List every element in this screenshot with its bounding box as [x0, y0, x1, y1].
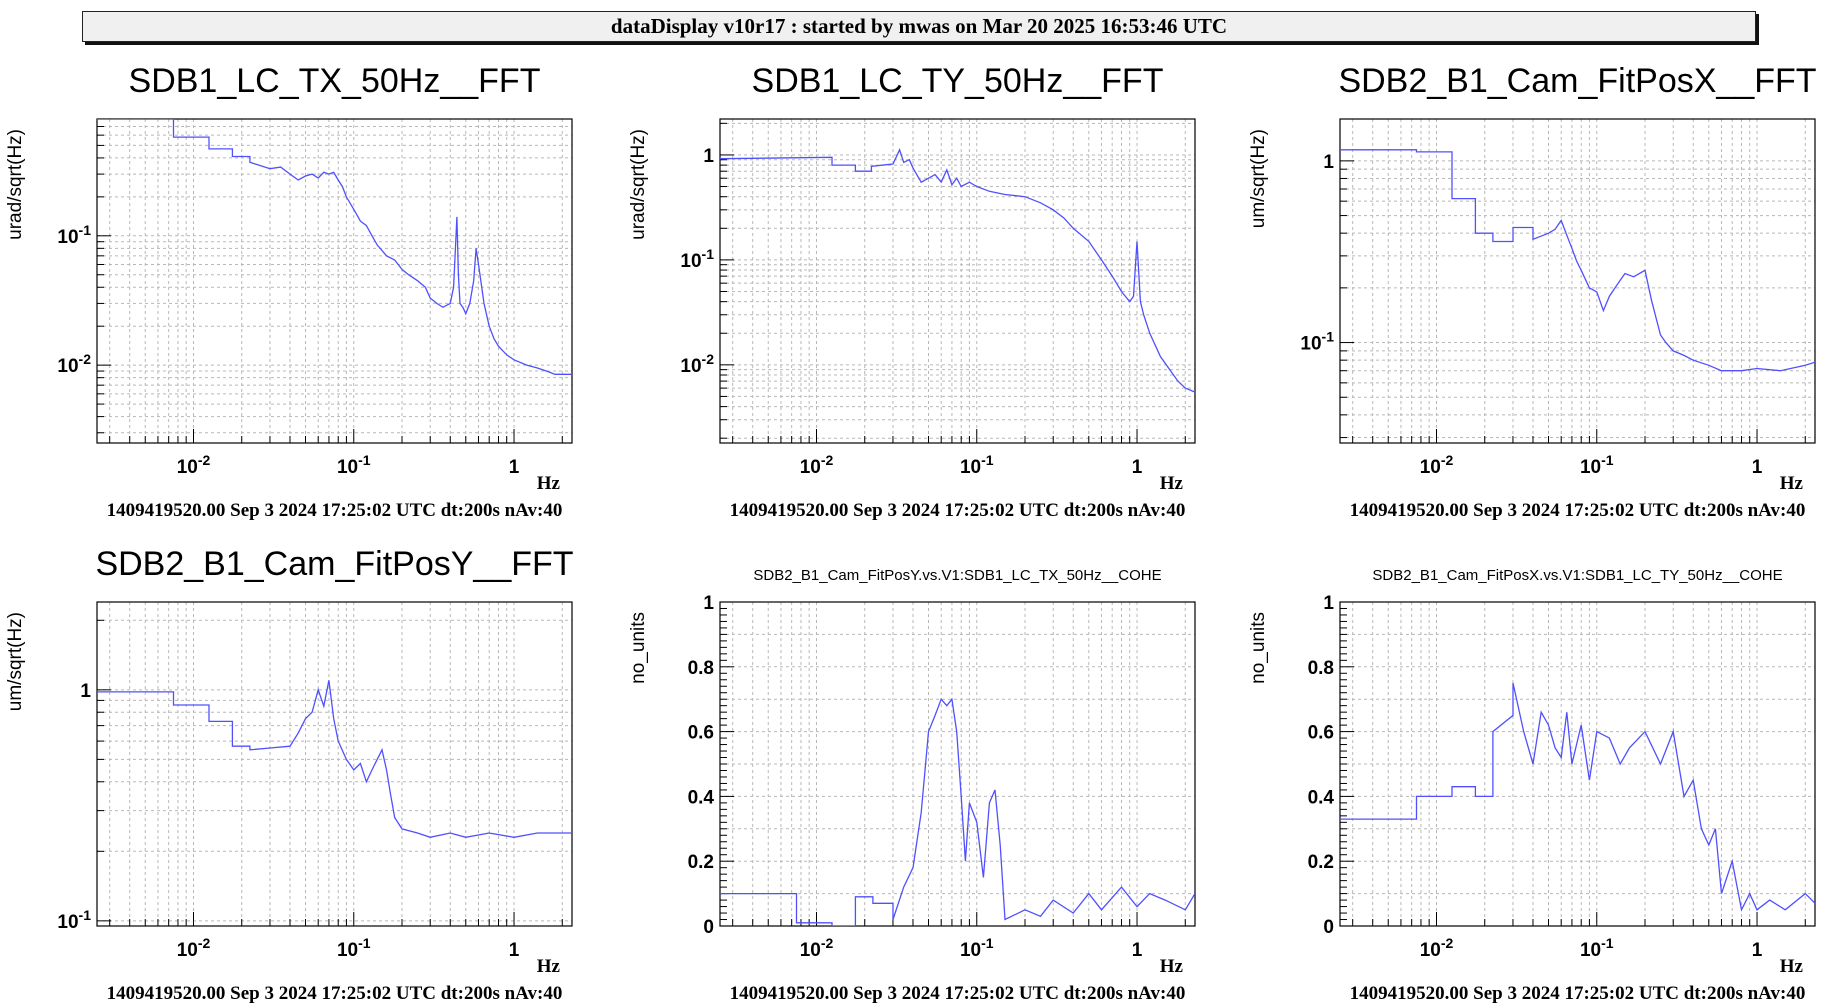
tick-marks: [1340, 601, 1806, 927]
tick-marks: [1340, 160, 1806, 443]
y-tick-label: 10-2: [680, 351, 714, 377]
chart-footer: 1409419520.00 Sep 3 2024 17:25:02 UTC dt…: [107, 983, 563, 1004]
series-line-1: [97, 680, 572, 838]
series-line-1: [1340, 149, 1815, 372]
x-tick-label: 10-1: [960, 452, 994, 478]
y-tick-label: 0: [1323, 917, 1334, 938]
y-tick-label: 0.4: [1308, 787, 1335, 808]
x-tick-label: 10-1: [960, 935, 994, 961]
chart-panel-5: 10-2 10-1 1 0 0.2 0.4 0.6 0.8 1 Hz no_units SDB2_B1…: [628, 567, 1196, 1004]
grid: [720, 602, 1195, 926]
chart-footer: 1409419520.00 Sep 3 2024 17:25:02 UTC dt…: [107, 500, 563, 521]
chart-panel-1: 10-2 10-1 1 10-1 10-2 Hz urad/sqrt(Hz) SDB1_LC_…: [5, 62, 573, 521]
y-tick-label: 0: [703, 917, 714, 938]
grid: [1340, 119, 1815, 443]
y-axis-label: no_units: [628, 612, 649, 684]
x-tick-label: 1: [509, 457, 520, 478]
y-tick-label: 1: [1323, 152, 1334, 173]
y-axis-label: urad/sqrt(Hz): [628, 129, 649, 240]
x-tick-label: 1: [1132, 940, 1143, 961]
y-tick-label: 10-1: [57, 222, 91, 248]
y-tick-label: 0.8: [1308, 658, 1334, 679]
x-tick-label: 1: [1132, 457, 1143, 478]
series-line-1: [720, 148, 1195, 393]
plot-frame: [96, 601, 573, 927]
y-axis-label: urad/sqrt(Hz): [5, 129, 26, 240]
chart-panel-3: 10-2 10-1 1 1 10-1 Hz um/sqrt(Hz) SDB2_B1_Cam_F…: [1248, 62, 1817, 521]
y-axis-label: um/sqrt(Hz): [1248, 129, 1269, 228]
x-tick-label: 10-1: [1580, 452, 1614, 478]
y-tick-label: 10-2: [57, 351, 91, 377]
y-tick-label: 0.6: [1308, 723, 1334, 744]
x-tick-label: 1: [509, 940, 520, 961]
y-tick-label: 0.2: [688, 852, 714, 873]
grid: [1340, 602, 1815, 926]
x-axis-unit: Hz: [1160, 956, 1184, 977]
window-title-bar: dataDisplay v10r17 : started by mwas on …: [82, 11, 1756, 42]
series-line-1: [1340, 682, 1815, 912]
x-tick-label: 10-2: [177, 452, 211, 478]
chart-footer: 1409419520.00 Sep 3 2024 17:25:02 UTC dt…: [730, 500, 1186, 521]
window-title: dataDisplay v10r17 : started by mwas on …: [610, 14, 1228, 38]
plot-frame: [96, 118, 573, 444]
y-tick-label: 1: [80, 681, 91, 702]
x-tick-label: 10-1: [337, 935, 371, 961]
y-axis-label: um/sqrt(Hz): [5, 612, 26, 711]
x-axis-unit: Hz: [537, 473, 561, 494]
y-tick-label: 10-1: [680, 246, 714, 272]
grid: [720, 119, 1195, 443]
tick-marks: [97, 126, 563, 443]
x-tick-label: 1: [1752, 457, 1763, 478]
series-line-1: [97, 119, 572, 375]
chart-footer: 1409419520.00 Sep 3 2024 17:25:02 UTC dt…: [730, 983, 1186, 1004]
y-tick-label: 10-1: [57, 907, 91, 933]
plot-frame: [1339, 118, 1816, 444]
y-tick-label: 0.4: [688, 787, 715, 808]
y-tick-label: 0.8: [688, 658, 714, 679]
y-tick-label: 1: [703, 146, 714, 167]
x-tick-label: 1: [1752, 940, 1763, 961]
x-axis-unit: Hz: [537, 956, 561, 977]
tick-marks: [97, 619, 563, 926]
y-axis-label: no_units: [1248, 612, 1269, 684]
x-axis-unit: Hz: [1780, 956, 1804, 977]
y-tick-label: 10-1: [1300, 329, 1334, 355]
series-line-1: [720, 697, 1195, 926]
x-tick-label: 10-2: [800, 452, 834, 478]
chart-footer: 1409419520.00 Sep 3 2024 17:25:02 UTC dt…: [1350, 500, 1806, 521]
chart-footer: 1409419520.00 Sep 3 2024 17:25:02 UTC dt…: [1350, 983, 1806, 1004]
tick-marks: [720, 122, 1186, 443]
chart-title: SDB2_B1_Cam_FitPosY__FFT: [95, 545, 573, 583]
y-tick-label: 1: [703, 593, 714, 614]
x-axis-unit: Hz: [1160, 473, 1184, 494]
x-tick-label: 10-1: [1580, 935, 1614, 961]
y-tick-label: 0.6: [688, 723, 714, 744]
x-tick-label: 10-2: [1420, 452, 1454, 478]
x-tick-label: 10-2: [1420, 935, 1454, 961]
y-tick-label: 0.2: [1308, 852, 1334, 873]
y-tick-label: 1: [1323, 593, 1334, 614]
chart-title: SDB2_B1_Cam_FitPosX__FFT: [1338, 62, 1816, 100]
chart-title: SDB1_LC_TY_50Hz__FFT: [752, 62, 1164, 100]
chart-panel-6: 10-2 10-1 1 0 0.2 0.4 0.6 0.8 1 Hz no_units SDB2_B1…: [1248, 567, 1816, 1004]
x-axis-unit: Hz: [1780, 473, 1804, 494]
grid: [97, 119, 572, 443]
chart-title: SDB2_B1_Cam_FitPosY.vs.V1:SDB1_LC_TX_50H…: [753, 567, 1161, 584]
plot-frame: [719, 118, 1196, 444]
x-tick-label: 10-2: [177, 935, 211, 961]
grid: [97, 602, 572, 926]
chart-panel-4: 10-2 10-1 1 1 10-1 Hz um/sqrt(Hz) SDB2_B1_Cam_F…: [5, 545, 574, 1004]
x-tick-label: 10-1: [337, 452, 371, 478]
chart-title: SDB1_LC_TX_50Hz__FFT: [129, 62, 541, 100]
x-tick-label: 10-2: [800, 935, 834, 961]
chart-panel-2: 10-2 10-1 1 1 10-1 10-2 Hz urad/sqrt(Hz) SDB1_LC…: [628, 62, 1196, 521]
chart-title: SDB2_B1_Cam_FitPosX.vs.V1:SDB1_LC_TY_50H…: [1372, 567, 1782, 584]
tick-marks: [720, 601, 1186, 927]
